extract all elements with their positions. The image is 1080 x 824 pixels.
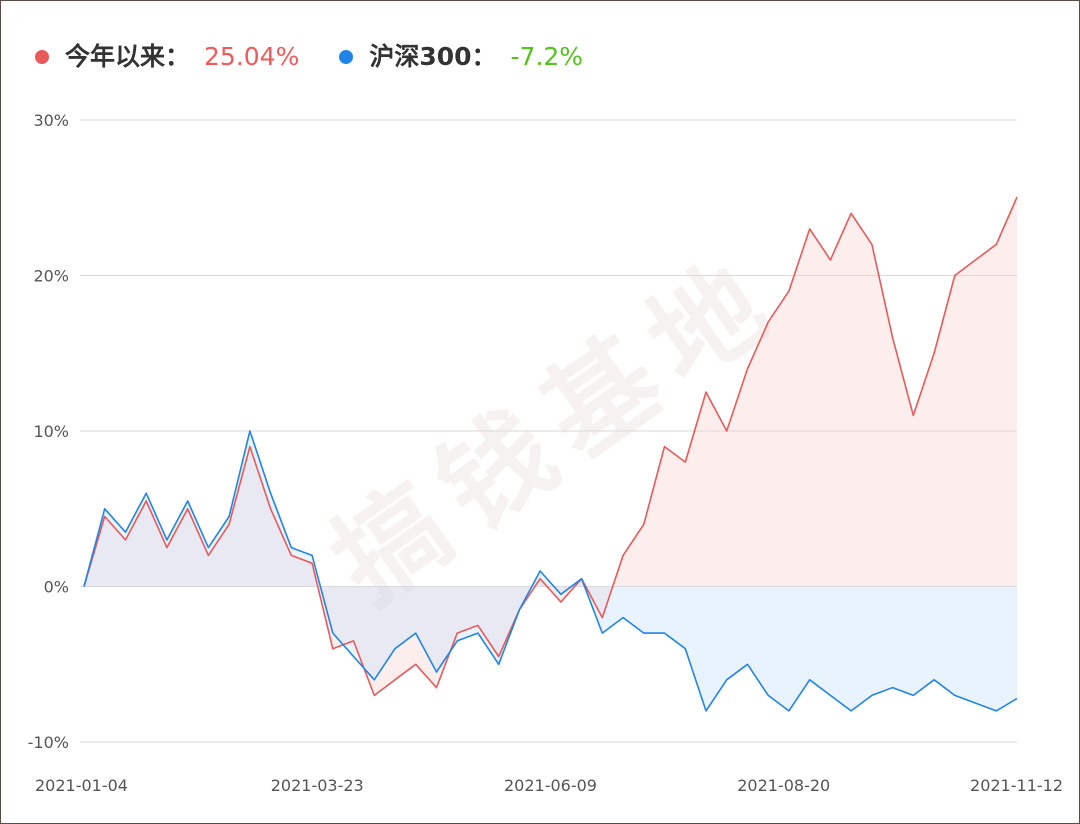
y-axis-ticks: -10% 0% 10% 20% 30% — [28, 111, 69, 752]
portfolio-area — [84, 197, 1017, 696]
y-tick-label: 20% — [33, 267, 69, 286]
x-axis-ticks: 2021-01-04 2021-03-23 2021-06-09 2021-08-20… — [35, 776, 1063, 795]
y-tick-label: 30% — [33, 111, 69, 130]
legend: 今年以来： 25.04% 沪深300： -7.2% — [35, 37, 623, 77]
legend-portfolio[interactable]: 今年以来： 25.04% — [35, 37, 299, 77]
legend-index[interactable]: 沪深300： -7.2% — [339, 37, 583, 77]
y-tick-label: 0% — [44, 578, 69, 597]
legend-portfolio-value: 25.04% — [204, 42, 300, 71]
legend-portfolio-name: 今年以来： — [65, 42, 191, 71]
y-tick-label: -10% — [28, 733, 69, 752]
legend-index-dot — [339, 50, 354, 64]
x-tick-label: 2021-08-20 — [737, 776, 830, 795]
x-tick-label: 2021-03-23 — [271, 776, 364, 795]
area-fills — [84, 197, 1017, 711]
x-tick-label: 2021-11-12 — [970, 776, 1063, 795]
y-tick-label: 10% — [33, 422, 69, 441]
series-lines — [83, 196, 1018, 712]
x-tick-label: 2021-06-09 — [504, 776, 597, 795]
index-line — [83, 430, 1018, 712]
index-area — [84, 431, 1017, 711]
legend-index-name: 沪深300： — [369, 42, 497, 71]
legend-index-value: -7.2% — [510, 42, 584, 71]
legend-portfolio-dot — [35, 50, 49, 64]
portfolio-line — [83, 196, 1018, 697]
x-tick-label: 2021-01-04 — [35, 776, 128, 795]
grid-lines — [80, 119, 1017, 743]
